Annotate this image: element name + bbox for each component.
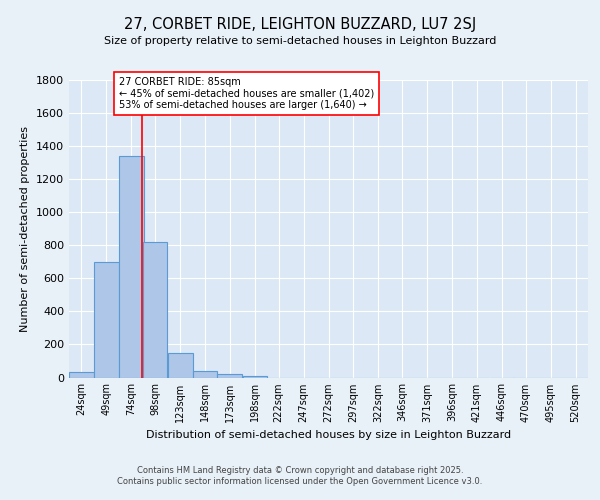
Y-axis label: Number of semi-detached properties: Number of semi-detached properties [20,126,31,332]
Bar [193,371,217,378]
Text: Size of property relative to semi-detached houses in Leighton Buzzard: Size of property relative to semi-detach… [104,36,496,46]
Bar [167,352,193,378]
Bar [94,262,119,378]
Text: 27, CORBET RIDE, LEIGHTON BUZZARD, LU7 2SJ: 27, CORBET RIDE, LEIGHTON BUZZARD, LU7 2… [124,18,476,32]
X-axis label: Distribution of semi-detached houses by size in Leighton Buzzard: Distribution of semi-detached houses by … [146,430,511,440]
Text: Contains public sector information licensed under the Open Government Licence v3: Contains public sector information licen… [118,478,482,486]
Bar [217,374,242,378]
Text: 27 CORBET RIDE: 85sqm
← 45% of semi-detached houses are smaller (1,402)
53% of s: 27 CORBET RIDE: 85sqm ← 45% of semi-deta… [119,76,374,110]
Bar [243,376,267,378]
Text: Contains HM Land Registry data © Crown copyright and database right 2025.: Contains HM Land Registry data © Crown c… [137,466,463,475]
Bar [69,372,94,378]
Bar [119,156,144,378]
Bar [143,242,167,378]
